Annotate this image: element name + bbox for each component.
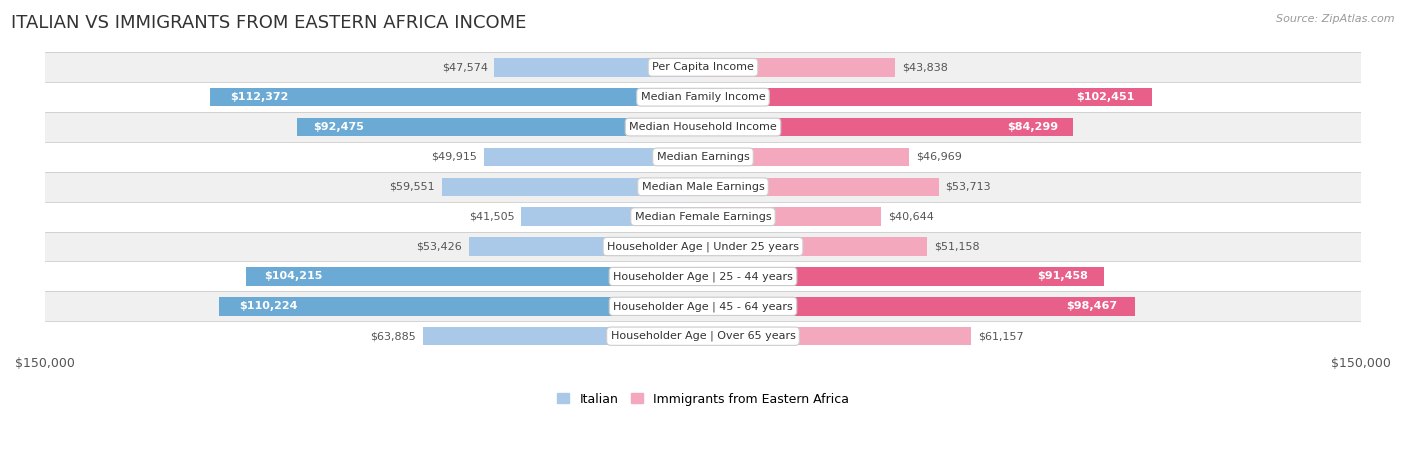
Text: Median Earnings: Median Earnings (657, 152, 749, 162)
Bar (219, 297, 703, 316)
Bar (703, 148, 910, 166)
Text: $59,551: $59,551 (389, 182, 436, 192)
Text: $49,915: $49,915 (432, 152, 478, 162)
Bar (441, 177, 703, 196)
Bar (45, 112, 1361, 142)
Text: Householder Age | Over 65 years: Householder Age | Over 65 years (610, 331, 796, 341)
Bar (423, 327, 703, 346)
Text: $53,713: $53,713 (945, 182, 991, 192)
Text: $46,969: $46,969 (915, 152, 962, 162)
Text: $112,372: $112,372 (229, 92, 288, 102)
Bar (703, 88, 1153, 106)
Text: Householder Age | 25 - 44 years: Householder Age | 25 - 44 years (613, 271, 793, 282)
Text: Median Male Earnings: Median Male Earnings (641, 182, 765, 192)
Bar (45, 262, 1361, 291)
Text: Median Female Earnings: Median Female Earnings (634, 212, 772, 222)
Bar (703, 58, 896, 77)
Bar (45, 82, 1361, 112)
Bar (703, 118, 1073, 136)
Bar (246, 267, 703, 286)
Bar (45, 291, 1361, 321)
Bar (45, 172, 1361, 202)
Text: Householder Age | Under 25 years: Householder Age | Under 25 years (607, 241, 799, 252)
Bar (703, 267, 1104, 286)
Text: $41,505: $41,505 (468, 212, 515, 222)
Text: $43,838: $43,838 (901, 62, 948, 72)
Bar (484, 148, 703, 166)
Text: ITALIAN VS IMMIGRANTS FROM EASTERN AFRICA INCOME: ITALIAN VS IMMIGRANTS FROM EASTERN AFRIC… (11, 14, 527, 32)
Bar (45, 142, 1361, 172)
Text: Householder Age | 45 - 64 years: Householder Age | 45 - 64 years (613, 301, 793, 311)
Text: $53,426: $53,426 (416, 241, 463, 252)
Text: $51,158: $51,158 (934, 241, 980, 252)
Bar (703, 297, 1135, 316)
Bar (703, 327, 972, 346)
Bar (703, 207, 882, 226)
Bar (45, 321, 1361, 351)
Text: $91,458: $91,458 (1038, 271, 1088, 282)
Text: $63,885: $63,885 (370, 331, 416, 341)
Bar (495, 58, 703, 77)
Bar (45, 52, 1361, 82)
Bar (45, 202, 1361, 232)
Text: $40,644: $40,644 (889, 212, 934, 222)
Text: Median Family Income: Median Family Income (641, 92, 765, 102)
Text: Per Capita Income: Per Capita Income (652, 62, 754, 72)
Bar (703, 177, 939, 196)
Text: Median Household Income: Median Household Income (628, 122, 778, 132)
Text: Source: ZipAtlas.com: Source: ZipAtlas.com (1277, 14, 1395, 24)
Text: $102,451: $102,451 (1076, 92, 1135, 102)
Text: $92,475: $92,475 (314, 122, 364, 132)
Text: $84,299: $84,299 (1007, 122, 1059, 132)
Legend: Italian, Immigrants from Eastern Africa: Italian, Immigrants from Eastern Africa (551, 388, 855, 410)
Text: $104,215: $104,215 (264, 271, 322, 282)
Text: $61,157: $61,157 (979, 331, 1024, 341)
Text: $110,224: $110,224 (239, 301, 297, 311)
Bar (297, 118, 703, 136)
Bar (45, 232, 1361, 262)
Bar (468, 237, 703, 256)
Bar (520, 207, 703, 226)
Bar (209, 88, 703, 106)
Text: $98,467: $98,467 (1067, 301, 1118, 311)
Text: $47,574: $47,574 (441, 62, 488, 72)
Bar (703, 237, 928, 256)
